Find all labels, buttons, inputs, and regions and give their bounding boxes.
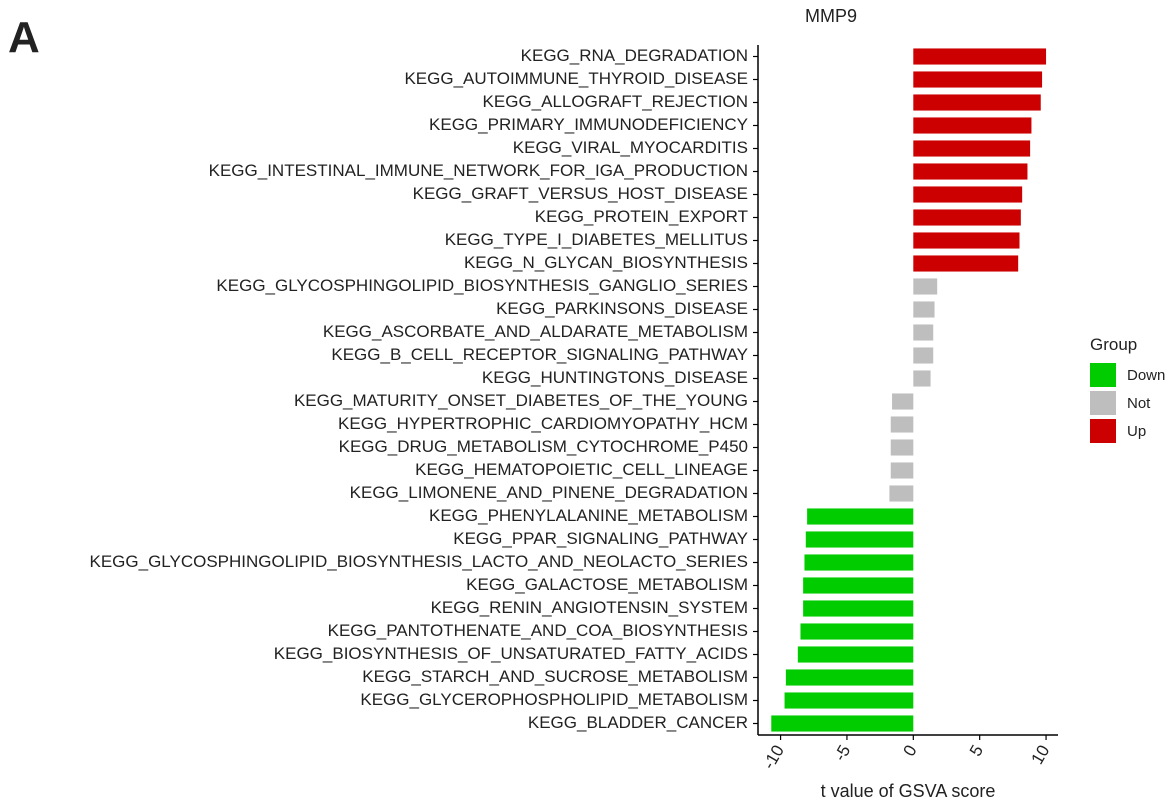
bar	[913, 324, 934, 341]
bar	[913, 163, 1028, 180]
panel-label: A	[8, 13, 40, 62]
x-tick-label: 10	[1027, 742, 1053, 768]
bar	[890, 416, 914, 433]
bar	[784, 692, 914, 709]
y-tick-label: KEGG_RNA_DEGRADATION	[521, 46, 748, 65]
y-tick-label: KEGG_DRUG_METABOLISM_CYTOCHROME_P450	[339, 437, 748, 456]
y-tick-label: KEGG_PPAR_SIGNALING_PATHWAY	[453, 529, 748, 548]
bar	[771, 715, 914, 732]
y-tick-label: KEGG_PROTEIN_EXPORT	[535, 207, 748, 226]
bar	[889, 485, 914, 502]
bar	[913, 48, 1047, 65]
y-tick-label: KEGG_GLYCOSPHINGOLIPID_BIOSYNTHESIS_LACT…	[90, 552, 749, 571]
bar	[913, 255, 1019, 272]
y-tick-label: KEGG_GLYCEROPHOSPHOLIPID_METABOLISM	[360, 690, 748, 709]
y-tick-label: KEGG_STARCH_AND_SUCROSE_METABOLISM	[362, 667, 748, 686]
y-tick-label: KEGG_TYPE_I_DIABETES_MELLITUS	[445, 230, 748, 249]
bar	[803, 600, 914, 617]
y-tick-label: KEGG_PARKINSONS_DISEASE	[496, 299, 748, 318]
bar	[913, 71, 1043, 88]
y-tick-label: KEGG_N_GLYCAN_BIOSYNTHESIS	[464, 253, 748, 272]
y-tick-label: KEGG_LIMONENE_AND_PINENE_DEGRADATION	[350, 483, 748, 502]
chart-title: MMP9	[805, 6, 857, 26]
bar	[890, 462, 914, 479]
y-tick-label: KEGG_HYPERTROPHIC_CARDIOMYOPATHY_HCM	[338, 414, 748, 433]
legend-label: Not	[1127, 395, 1151, 412]
bar	[890, 439, 914, 456]
y-tick-label: KEGG_VIRAL_MYOCARDITIS	[513, 138, 748, 157]
y-tick-label: KEGG_GALACTOSE_METABOLISM	[466, 575, 748, 594]
bar	[797, 646, 914, 663]
y-tick-label: KEGG_BLADDER_CANCER	[528, 713, 748, 732]
bar	[913, 232, 1020, 249]
y-tick-label: KEGG_INTESTINAL_IMMUNE_NETWORK_FOR_IGA_P…	[209, 161, 748, 180]
y-tick-label: KEGG_ASCORBATE_AND_ALDARATE_METABOLISM	[323, 322, 748, 341]
bar	[785, 669, 914, 686]
bar	[804, 554, 914, 571]
legend-title: Group	[1090, 335, 1137, 354]
bar	[913, 370, 931, 387]
bar	[913, 209, 1021, 226]
y-tick-label: KEGG_HUNTINGTONS_DISEASE	[482, 368, 748, 387]
bar	[807, 508, 914, 525]
y-tick-label: KEGG_MATURITY_ONSET_DIABETES_OF_THE_YOUN…	[294, 391, 748, 410]
bar	[913, 117, 1032, 134]
legend-key	[1090, 363, 1116, 387]
y-tick-label: KEGG_PANTOTHENATE_AND_COA_BIOSYNTHESIS	[328, 621, 748, 640]
x-tick-label: -5	[830, 742, 854, 765]
legend-key	[1090, 419, 1116, 443]
y-tick-label: KEGG_BIOSYNTHESIS_OF_UNSATURATED_FATTY_A…	[274, 644, 748, 663]
y-tick-label: KEGG_GLYCOSPHINGOLIPID_BIOSYNTHESIS_GANG…	[216, 276, 748, 295]
bar	[913, 278, 938, 295]
bar	[913, 186, 1023, 203]
bar	[805, 531, 914, 548]
y-tick-label: KEGG_B_CELL_RECEPTOR_SIGNALING_PATHWAY	[331, 345, 748, 364]
legend-label: Down	[1127, 367, 1165, 384]
legend-label: Up	[1127, 423, 1146, 440]
bar	[913, 140, 1031, 157]
x-tick-label: 5	[966, 742, 987, 760]
bar	[913, 347, 934, 364]
bar	[913, 301, 935, 318]
bar	[803, 577, 914, 594]
legend-key	[1090, 391, 1116, 415]
bar	[892, 393, 914, 410]
x-axis-label: t value of GSVA score	[821, 781, 996, 801]
y-tick-label: KEGG_RENIN_ANGIOTENSIN_SYSTEM	[431, 598, 748, 617]
y-tick-label: KEGG_HEMATOPOIETIC_CELL_LINEAGE	[415, 460, 748, 479]
y-tick-label: KEGG_ALLOGRAFT_REJECTION	[483, 92, 748, 111]
y-tick-label: KEGG_GRAFT_VERSUS_HOST_DISEASE	[413, 184, 748, 203]
y-tick-label: KEGG_PRIMARY_IMMUNODEFICIENCY	[429, 115, 748, 134]
x-tick-label: 0	[899, 742, 920, 760]
y-tick-label: KEGG_AUTOIMMUNE_THYROID_DISEASE	[404, 69, 748, 88]
bar	[913, 94, 1041, 111]
y-tick-label: KEGG_PHENYLALANINE_METABOLISM	[429, 506, 748, 525]
bar	[800, 623, 914, 640]
x-tick-label: -10	[759, 742, 788, 773]
